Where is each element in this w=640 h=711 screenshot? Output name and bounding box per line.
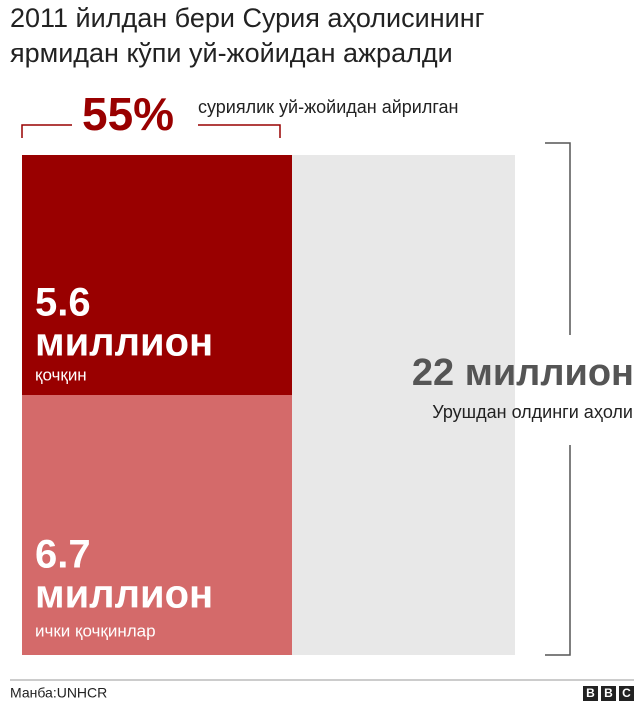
- block-number: 5.6: [35, 281, 91, 325]
- logo-letter: B: [604, 686, 613, 700]
- headline-label: суриялик уй-жойидан айрилган: [198, 97, 458, 117]
- block-label: қочқин: [35, 365, 87, 384]
- headline-value: 55%: [82, 88, 174, 140]
- block-label: ички қочқинлар: [35, 621, 156, 640]
- block-number: 6.7: [35, 533, 91, 577]
- title-line: ярмидан кўпи уй-жойидан ажралди: [10, 38, 453, 68]
- top-bracket: [21, 124, 281, 138]
- total-label: Урушдан олдинги аҳоли: [432, 402, 633, 422]
- logo-letter: B: [586, 686, 595, 700]
- refugee-area: [22, 155, 292, 395]
- bbc-logo: B B C: [583, 686, 634, 701]
- block-unit: миллион: [35, 573, 213, 617]
- title-line: 2011 йилдан бери Сурия аҳолисининг: [10, 3, 485, 33]
- logo-block: [619, 686, 634, 701]
- source: Манба:UNHCR: [10, 685, 107, 701]
- logo-block: [583, 686, 598, 701]
- right-bracket: [545, 142, 571, 656]
- total-value: 22 миллион: [412, 352, 634, 394]
- logo-block: [601, 686, 616, 701]
- logo-letter: C: [622, 686, 631, 700]
- displaced-area: [22, 395, 292, 655]
- block-unit: миллион: [35, 321, 213, 365]
